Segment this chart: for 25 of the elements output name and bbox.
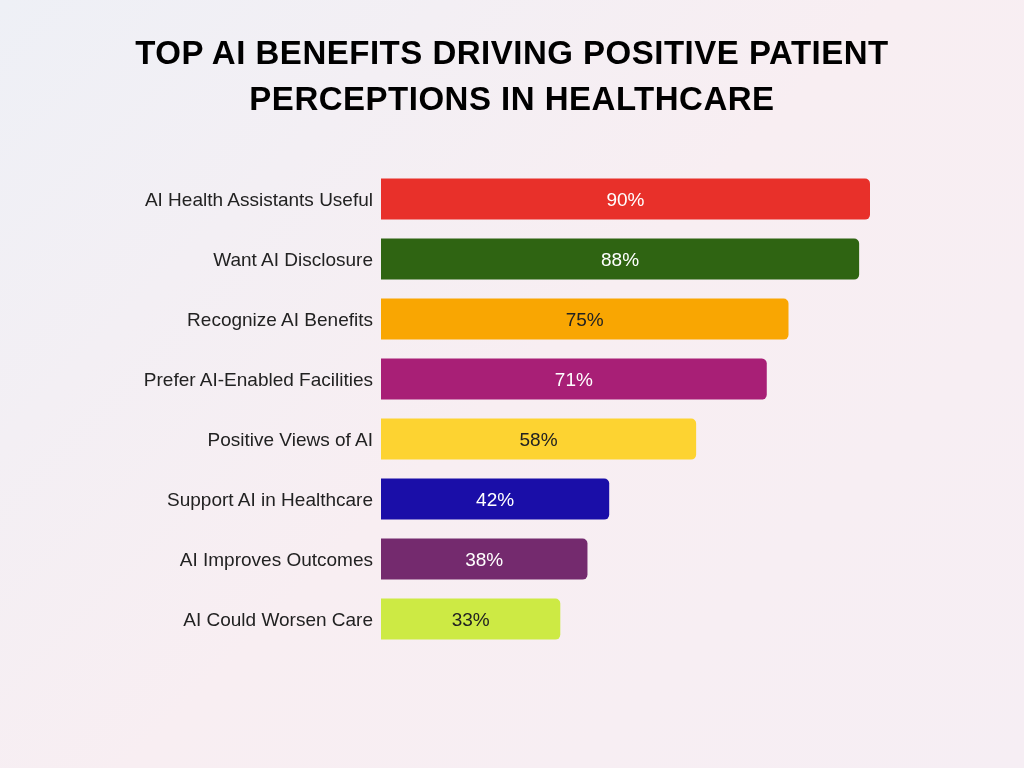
y-tick-label: Prefer AI-Enabled Facilities [143, 368, 373, 390]
data-label: 88% [601, 248, 640, 270]
bar [381, 298, 789, 340]
data-label: 42% [476, 488, 515, 510]
y-tick-label: AI Improves Outcomes [179, 548, 373, 570]
data-label: 58% [519, 428, 558, 450]
data-label: 75% [565, 308, 604, 330]
y-tick-label: Want AI Disclosure [213, 248, 373, 270]
data-label: 71% [554, 368, 593, 390]
y-tick-label: AI Could Worsen Care [183, 608, 373, 630]
y-tick-label: Support AI in Healthcare [167, 488, 373, 510]
bar [381, 538, 588, 580]
data-label: 90% [606, 188, 645, 210]
bar [381, 418, 697, 460]
bar [381, 478, 610, 520]
y-tick-label: AI Health Assistants Useful [144, 188, 373, 210]
data-label: 38% [465, 548, 504, 570]
data-label: 33% [451, 608, 490, 630]
y-tick-label: Recognize AI Benefits [187, 308, 373, 330]
bar [381, 598, 561, 640]
chart-title: TOP AI BENEFITS DRIVING POSITIVE PATIENT PERCEPTIONS IN HEALTHCARE [134, 33, 890, 119]
bar [381, 178, 870, 220]
y-tick-label: Positive Views of AI [207, 428, 373, 450]
bar [381, 238, 860, 280]
bar [381, 358, 767, 400]
